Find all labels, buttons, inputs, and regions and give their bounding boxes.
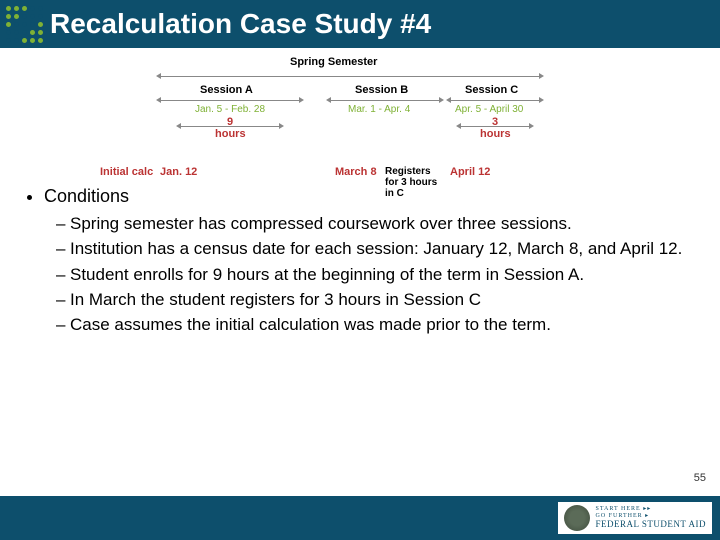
condition-item: Spring semester has compressed coursewor… <box>56 213 690 234</box>
april-date: April 12 <box>450 166 490 178</box>
initial-calc-label: Initial calc <box>100 166 153 178</box>
session-b-span <box>330 100 440 101</box>
content-area: Conditions Spring semester has compresse… <box>0 186 720 335</box>
slide-title: Recalculation Case Study #4 <box>50 8 431 40</box>
hours-a: 9 hours <box>215 116 245 140</box>
footer-bar: START HERE ▸▸ GO FURTHER ▸ FEDERAL STUDE… <box>0 496 720 540</box>
timeline-diagram: Spring Semester Session A Jan. 5 - Feb. … <box>160 56 660 206</box>
march-date: March 8 <box>335 166 377 178</box>
title-bar: Recalculation Case Study #4 <box>0 0 720 48</box>
session-b-label: Session B <box>355 84 408 96</box>
page-number: 55 <box>694 472 706 484</box>
session-c-span <box>450 100 540 101</box>
semester-label: Spring Semester <box>290 56 377 68</box>
session-b-dates: Mar. 1 - Apr. 4 <box>348 104 410 115</box>
footer-main: FEDERAL STUDENT AID <box>596 520 707 530</box>
condition-item: Institution has a census date for each s… <box>56 238 690 259</box>
condition-item: Case assumes the initial calculation was… <box>56 314 690 335</box>
session-a-label: Session A <box>200 84 253 96</box>
session-c-dates: Apr. 5 - April 30 <box>455 104 523 115</box>
seal-icon <box>564 505 590 531</box>
initial-calc-date: Jan. 12 <box>160 166 197 178</box>
march-note: Registers for 3 hours in C <box>385 166 445 199</box>
footer-badge: START HERE ▸▸ GO FURTHER ▸ FEDERAL STUDE… <box>558 502 713 534</box>
hours-c: 3 hours <box>480 116 510 140</box>
session-c-label: Session C <box>465 84 518 96</box>
footer-top: START HERE ▸▸ <box>596 506 707 513</box>
condition-item: In March the student registers for 3 hou… <box>56 289 690 310</box>
semester-span <box>160 76 540 77</box>
session-a-dates: Jan. 5 - Feb. 28 <box>195 104 265 115</box>
session-a-span <box>160 100 300 101</box>
conditions-list: Spring semester has compressed coursewor… <box>56 213 690 335</box>
condition-item: Student enrolls for 9 hours at the begin… <box>56 264 690 285</box>
logo-dots <box>6 6 44 44</box>
